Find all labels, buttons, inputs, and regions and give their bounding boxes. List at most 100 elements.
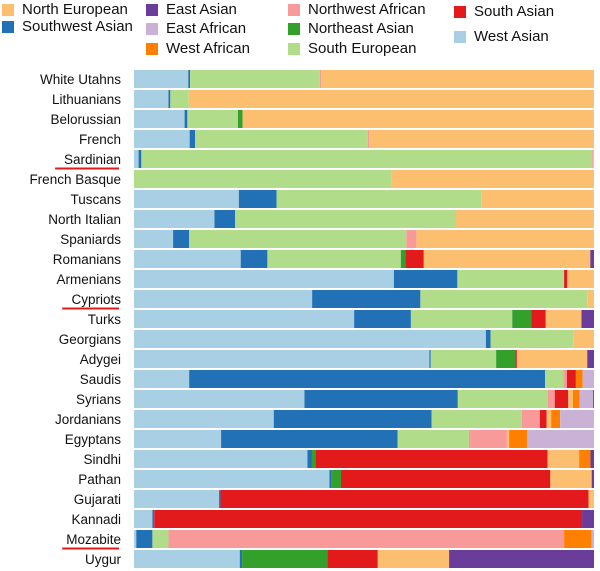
bar-segment-south-asian [327, 550, 378, 568]
bar-segment-northwest-african [406, 230, 417, 248]
bar-row-belorussian [134, 110, 594, 128]
bar-row-saudis [134, 370, 594, 388]
row-label-spaniards: Spaniards [60, 232, 121, 247]
bar-segment-north-european [568, 390, 573, 408]
bar-segment-east-african [527, 430, 594, 448]
legend-swatch-southwest-asian [2, 20, 14, 33]
bar-segment-northeast-asian [311, 450, 316, 468]
bar-segment-north-european [391, 170, 594, 188]
bar-segment-south-asian [341, 470, 551, 488]
bar-segment-east-african [579, 390, 594, 408]
bar-segment-north-european [242, 110, 594, 128]
bar-segment-southwest-asian [221, 430, 398, 448]
row-label-adygei: Adygei [80, 352, 121, 367]
bar-segment-south-european [420, 290, 588, 308]
legend-item-south-asian: South Asian [454, 3, 554, 20]
bar-segment-south-european [430, 350, 497, 368]
bar-row-syrians [134, 390, 594, 408]
bar-segment-southwest-asian [239, 550, 243, 568]
bar-row-armenians [134, 270, 594, 288]
bar-segment-southwest-asian [273, 410, 432, 428]
bar-segment-southwest-asian [238, 190, 277, 208]
bar-segment-southwest-asian [173, 230, 190, 248]
row-label-north-italian: North Italian [48, 212, 121, 227]
bar-segment-west-asian [134, 330, 486, 348]
bar-segment-south-european [397, 430, 469, 448]
row-label-turks: Turks [88, 312, 121, 327]
bar-segment-northeast-asian [400, 250, 406, 268]
bar-segment-south-european [170, 90, 189, 108]
bar-segment-west-african [551, 410, 561, 428]
bar-segment-north-european [550, 470, 592, 488]
bar-segment-west-asian [134, 510, 153, 528]
bar-row-gujarati [134, 490, 594, 508]
bar-segment-southwest-asian [307, 450, 312, 468]
bar-segment-southwest-asian [485, 330, 491, 348]
bar-segment-east-african [560, 410, 594, 428]
bar-segment-northeast-asian [512, 310, 532, 328]
legend-label: East African [166, 20, 247, 37]
bar-segment-southwest-asian [188, 70, 191, 88]
bar-segment-south-european [267, 250, 401, 268]
bar-row-kannadi [134, 510, 594, 528]
row-label-jordanians: Jordanians [55, 412, 121, 427]
row-label-cypriots: Cypriots [71, 292, 121, 307]
bars-group [134, 70, 595, 568]
chart-legend: North European Southwest Asian East Asian E… [0, 0, 600, 64]
bar-segment-south-european [490, 330, 574, 348]
bar-row-romanians [134, 250, 594, 268]
bar-segment-east-asian [582, 510, 594, 528]
bar-row-egyptans [134, 430, 594, 448]
bar-segment-west-asian [134, 350, 430, 368]
bar-segment-west-asian [134, 490, 220, 508]
bar-row-french-basque [134, 170, 594, 188]
bar-segment-west-asian [134, 210, 215, 228]
bar-segment-south-european [545, 370, 564, 388]
bar-segment-west-asian [134, 270, 394, 288]
bar-segment-north-european [188, 90, 595, 108]
bar-segment-northwest-african [521, 410, 540, 428]
bar-segment-northeast-asian [496, 350, 516, 368]
bar-segment-west-asian [134, 370, 190, 388]
bar-segment-south-asian [220, 490, 589, 508]
bar-segment-east-asian [581, 310, 594, 328]
bar-segment-south-asian [566, 370, 576, 388]
bar-segment-west-asian [134, 90, 169, 108]
row-label-gujarati: Gujarati [74, 492, 121, 507]
bar-segment-south-european [134, 170, 392, 188]
bar-segment-south-european [457, 390, 548, 408]
legend-swatch-northwest-african [288, 3, 300, 16]
bar-segment-south-asian [315, 450, 548, 468]
row-label-romanians: Romanians [53, 252, 122, 267]
legend-label: South Asian [474, 3, 555, 20]
bar-segment-west-asian [134, 310, 355, 328]
bar-segment-north-european [481, 190, 594, 208]
bar-segment-west-asian [134, 190, 239, 208]
bar-segment-south-european [431, 410, 522, 428]
bar-segment-southwest-asian [138, 150, 142, 168]
bar-segment-south-european [152, 530, 169, 548]
row-label-french: French [79, 132, 121, 147]
bar-segment-south-asian [405, 250, 424, 268]
bar-segment-southwest-asian [354, 310, 411, 328]
bar-segment-west-asian [134, 530, 137, 548]
bar-row-sindhi [134, 450, 594, 468]
bar-segment-northwest-african [319, 70, 322, 88]
bar-segment-south-european [276, 190, 482, 208]
bar-segment-south-european [190, 70, 320, 88]
row-label-sardinian: Sardinian [64, 152, 121, 167]
row-label-egyptans: Egyptans [65, 432, 122, 447]
bar-segment-south-european [187, 110, 238, 128]
bar-segment-west-asian [134, 430, 222, 448]
bar-segment-north-european [588, 490, 594, 508]
bar-row-pathan [134, 470, 594, 488]
legend-swatch-north-european [2, 3, 14, 16]
bar-segment-southwest-asian [189, 370, 546, 388]
bar-row-mozabite [134, 530, 594, 548]
row-label-syrians: Syrians [76, 392, 121, 407]
bar-segment-south-asian [539, 410, 547, 428]
bar-row-north-italian [134, 210, 594, 228]
bar-segment-east-african [582, 370, 594, 388]
bar-segment-north-european [321, 70, 594, 88]
